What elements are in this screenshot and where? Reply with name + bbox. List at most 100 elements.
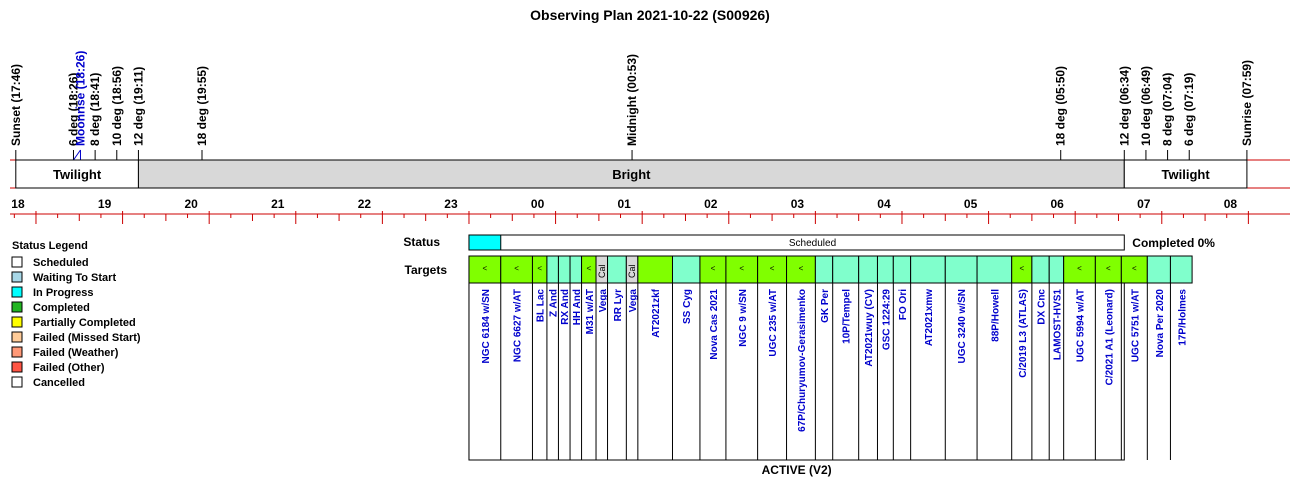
completed-percent: Completed 0%	[1132, 236, 1215, 250]
sky-period-label: Twilight	[53, 167, 102, 182]
target-block	[557, 255, 571, 284]
axis-tick-label: 22	[358, 197, 372, 211]
target-name: NGC 9 w/SN	[738, 289, 749, 347]
axis-tick-label: 08	[1224, 197, 1238, 211]
target-name: LAMOST-HVS1	[1052, 289, 1063, 361]
legend-swatch	[11, 331, 23, 343]
sky-period	[137, 159, 1125, 189]
event-label: 6 deg (07:19)	[1182, 73, 1196, 146]
target-name: M31 w/AT	[585, 289, 596, 334]
event-label: 8 deg (07:04)	[1161, 73, 1175, 146]
target-block	[910, 255, 946, 284]
target-name: Vega	[628, 289, 639, 313]
axis-tick-label: 19	[98, 197, 112, 211]
legend-swatch	[11, 301, 23, 313]
event-label: 18 deg (19:55)	[195, 66, 209, 146]
target-name: C/2019 L3 (ATLAS)	[1018, 289, 1029, 378]
target-mark: <	[1106, 264, 1111, 273]
axis-tick-label: 03	[791, 197, 805, 211]
legend-label: Completed	[33, 302, 90, 314]
legend-swatch	[11, 271, 23, 283]
sky-brightness-band: Twilight Bright Twilight	[10, 159, 1290, 189]
target-mark: <	[739, 264, 744, 273]
sky-period	[1123, 159, 1248, 189]
target-name: C/2021 A1 (Leonard)	[1104, 289, 1115, 385]
target-mark: <	[770, 264, 775, 273]
event-label: 18 deg (05:50)	[1054, 66, 1068, 146]
target-name: 17P/Holmes	[1177, 289, 1188, 346]
status-row: Status Scheduled Completed 0%	[403, 234, 1215, 251]
target-block	[1094, 255, 1122, 284]
target-mark: <	[799, 264, 804, 273]
axis-tick-label: 20	[185, 197, 199, 211]
target-name: RR Lyr	[613, 289, 624, 322]
target-name: NGC 6627 w/AT	[513, 289, 524, 362]
axis-tick-label: 04	[877, 197, 891, 211]
axis-tick-label: 18	[11, 197, 25, 211]
target-name: Nova Per 2020	[1155, 289, 1166, 358]
target-name: AT2021xmw	[924, 289, 935, 346]
target-name: Vega	[598, 289, 609, 313]
status-row-label: Status	[403, 235, 440, 249]
target-name: AT2021wuy (CV)	[864, 289, 875, 367]
target-mark: <	[1019, 264, 1024, 273]
legend-label: Failed (Weather)	[33, 347, 119, 359]
axis-tick-label: 06	[1051, 197, 1065, 211]
axis-tick-label: 21	[271, 197, 285, 211]
sky-period-label: Twilight	[1162, 167, 1211, 182]
targets-row-label: Targets	[405, 263, 448, 277]
target-block	[858, 255, 878, 284]
target-name: 88P/Howell	[990, 289, 1001, 342]
target-name: FO Ori	[898, 289, 909, 320]
target-name: UGC 235 w/AT	[768, 289, 779, 357]
target-name: UGC 5751 w/AT	[1130, 289, 1141, 362]
target-name: AT2021zkf	[651, 288, 662, 337]
axis-tick-label: 23	[444, 197, 458, 211]
axis-tick-label: 07	[1137, 197, 1151, 211]
event-label: 8 deg (18:41)	[88, 73, 102, 146]
target-block	[569, 255, 583, 284]
axis-tick-label: 05	[964, 197, 978, 211]
target-name: HH And	[572, 289, 583, 325]
axis-tick-label: 02	[704, 197, 718, 211]
status-in-progress	[468, 234, 502, 251]
event-label: 6 deg (18:26)	[66, 73, 80, 146]
target-name: DX Cnc	[1037, 289, 1048, 325]
target-name: BL Lac	[536, 289, 547, 323]
target-block	[892, 255, 912, 284]
target-block	[1146, 255, 1171, 284]
target-block	[1120, 255, 1148, 284]
legend-swatch	[11, 376, 23, 388]
event-label: Sunrise (07:59)	[1240, 60, 1254, 146]
event-markers: Sunset (17:46) 6 deg (18:26)Moonrise (18:…	[9, 51, 1254, 161]
target-mark: Cal	[627, 264, 637, 278]
target-block	[671, 255, 701, 284]
sky-period-label: Bright	[612, 167, 651, 182]
target-name: Nova Cas 2021	[709, 289, 720, 360]
legend-label: In Progress	[33, 287, 94, 299]
event-label: 12 deg (06:34)	[1117, 66, 1131, 146]
legend-label: Waiting To Start	[33, 272, 116, 284]
target-block	[1031, 255, 1050, 284]
legend-swatch	[11, 361, 23, 373]
target-block	[786, 255, 816, 284]
legend-swatch	[11, 256, 23, 268]
event-label: Sunset (17:46)	[9, 64, 23, 146]
event-label: Moonrise (18:26)	[73, 51, 87, 146]
target-block	[976, 255, 1013, 284]
axis-tick-label: 00	[531, 197, 545, 211]
target-name: 10P/Tempel	[842, 289, 853, 344]
legend-label: Partially Completed	[33, 317, 136, 329]
target-mark: <	[586, 264, 591, 273]
legend-label: Scheduled	[33, 257, 89, 269]
target-block	[944, 255, 978, 284]
target-name: GK Per	[820, 289, 831, 323]
target-name: UGC 5994 w/AT	[1076, 289, 1087, 362]
legend-swatch	[11, 316, 23, 328]
target-name: Z And	[549, 289, 560, 317]
target-block	[876, 255, 894, 284]
status-legend: Status Legend Scheduled Waiting To Start In…	[11, 240, 141, 389]
target-mark: <	[1132, 264, 1137, 273]
legend-label: Cancelled	[33, 377, 85, 389]
